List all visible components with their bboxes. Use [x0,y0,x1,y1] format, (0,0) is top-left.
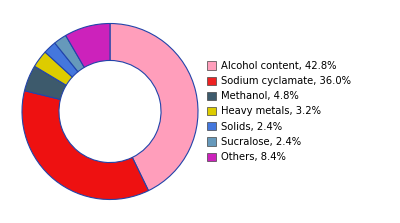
Wedge shape [34,52,72,85]
Wedge shape [110,23,198,191]
Wedge shape [45,43,78,77]
Legend: Alcohol content, 42.8%, Sodium cyclamate, 36.0%, Methanol, 4.8%, Heavy metals, 3: Alcohol content, 42.8%, Sodium cyclamate… [208,61,352,162]
Wedge shape [66,23,110,67]
Wedge shape [55,35,84,72]
Wedge shape [22,91,148,200]
Wedge shape [24,66,66,99]
